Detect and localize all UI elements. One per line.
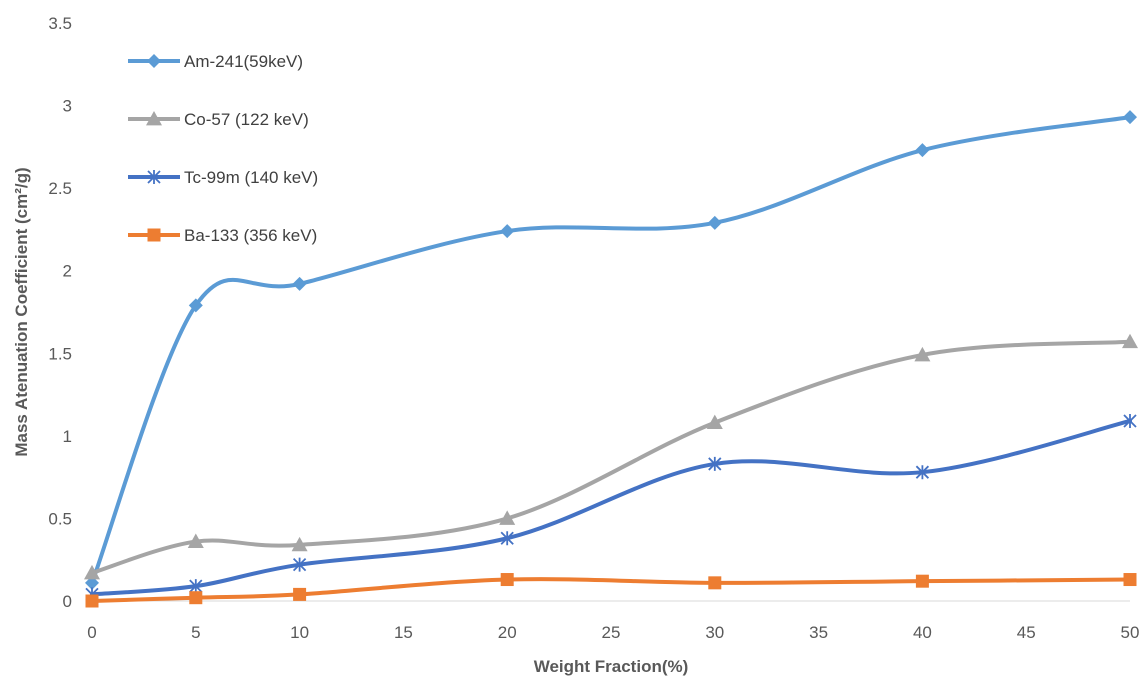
legend-item: Ba-133 (356 keV) [128,226,317,245]
legend-item: Tc-99m (140 keV) [128,168,318,187]
x-tick-labels: 0 5 10 15 20 25 30 35 40 45 50 [87,623,1139,642]
data-point [499,510,516,525]
data-point [500,531,514,546]
y-tick-label: 1.5 [48,344,72,363]
legend-item: Co-57 (122 keV) [128,110,309,129]
y-tick-label: 1 [63,427,72,446]
legend-swatch-marker [147,228,161,242]
data-point [1123,573,1137,587]
legend: Am-241(59keV) Co-57 (122 keV) Tc-99m (140 … [128,52,318,245]
x-axis-title: Weight Fraction(%) [534,657,689,676]
legend-label: Am-241(59keV) [184,52,303,71]
x-tick-label: 25 [602,623,621,642]
legend-swatch-marker [146,111,162,126]
series-group [85,573,1137,608]
x-tick-label: 30 [705,623,724,642]
data-point [500,224,515,239]
data-point [84,564,100,580]
data-point [914,346,931,362]
data-point [708,576,722,590]
series-line [90,418,1132,597]
legend-label: Tc-99m (140 keV) [184,168,318,187]
y-tick-label: 0.5 [48,509,72,528]
y-tick-label: 2 [63,262,72,281]
data-point [915,574,929,588]
data-point [187,533,204,548]
data-point [1123,110,1137,125]
series-group [85,110,1137,590]
data-point [85,594,99,608]
data-point [292,276,307,291]
y-tick-label: 0 [63,592,72,611]
legend-swatch-marker [147,170,161,184]
x-tick-label: 50 [1121,623,1140,642]
data-point [293,587,307,601]
legend-item: Am-241(59keV) [128,52,303,71]
data-point [915,143,930,158]
data-point [915,465,930,480]
data-point [1122,333,1138,349]
data-point [292,557,307,572]
y-tick-label: 3 [63,97,72,116]
x-tick-label: 20 [498,623,517,642]
data-point [189,591,203,605]
data-point [189,579,203,594]
data-point [188,298,203,313]
x-tick-label: 10 [290,623,309,642]
x-tick-label: 15 [394,623,413,642]
data-point [708,456,722,471]
x-tick-label: 35 [809,623,828,642]
data-point [500,573,514,587]
y-tick-label: 2.5 [48,179,72,198]
legend-label: Co-57 (122 keV) [184,110,309,129]
legend-label: Ba-133 (356 keV) [184,226,317,245]
data-point [706,414,723,430]
x-tick-label: 0 [87,623,96,642]
data-point [707,215,722,230]
y-axis-title: Mass Atenuation Coefficient (cm²/g) [12,167,31,456]
data-point [291,536,308,552]
y-tick-labels: 0 0.5 1 1.5 2 2.5 3 3.5 [48,14,72,611]
y-tick-label: 3.5 [48,14,72,33]
series-group [85,413,1137,602]
legend-swatch-marker [147,54,161,68]
x-tick-label: 45 [1017,623,1036,642]
series-layer [84,110,1138,608]
x-tick-label: 40 [913,623,932,642]
x-tick-label: 5 [191,623,200,642]
series-line [90,339,1132,575]
series-line [90,577,1132,603]
series-group [84,333,1138,580]
data-point [85,575,99,590]
data-point [1123,413,1137,428]
